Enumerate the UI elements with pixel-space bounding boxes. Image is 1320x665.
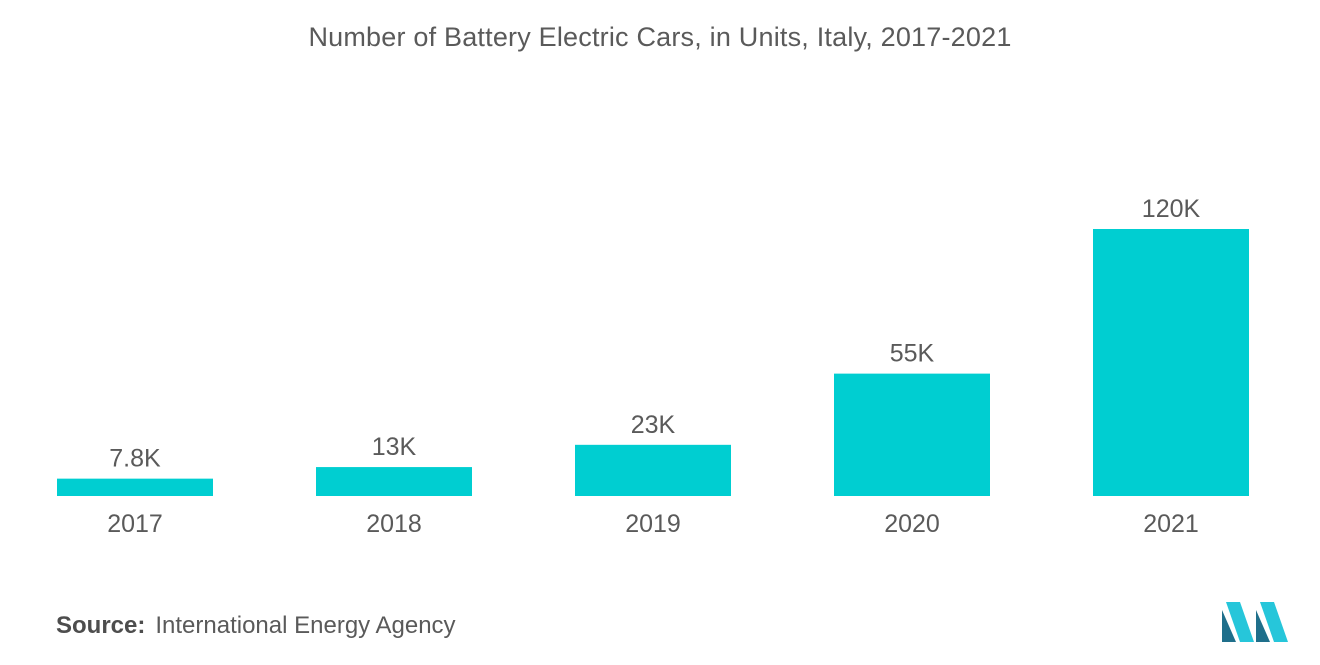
bar-2017 — [57, 478, 213, 496]
bar-2019 — [575, 444, 731, 496]
data-label-2020: 55K — [890, 340, 935, 368]
chart-title: Number of Battery Electric Cars, in Unit… — [308, 22, 1012, 52]
bar-chart: 7.8K 2017 13K 2018 23K 2019 55K 2020 120K 2021 — [57, 195, 1249, 538]
data-label-2019: 23K — [631, 411, 676, 439]
source-line: Source: International Energy Agency — [56, 612, 456, 640]
bar-2020 — [834, 373, 990, 496]
bar-2021 — [1093, 229, 1249, 496]
x-tick-label-2021: 2021 — [1143, 510, 1199, 538]
x-tick-label-2017: 2017 — [107, 510, 163, 538]
data-label-2021: 120K — [1142, 195, 1201, 223]
brand-logo-icon — [1222, 602, 1288, 642]
data-label-2018: 13K — [372, 433, 417, 461]
source-value: International Energy Agency — [155, 612, 456, 639]
x-tick-label-2020: 2020 — [884, 510, 940, 538]
source-label: Source: — [56, 612, 146, 639]
x-tick-label-2018: 2018 — [366, 510, 422, 538]
x-tick-label-2019: 2019 — [625, 510, 681, 538]
bar-2018 — [316, 467, 472, 496]
data-label-2017: 7.8K — [109, 445, 161, 473]
